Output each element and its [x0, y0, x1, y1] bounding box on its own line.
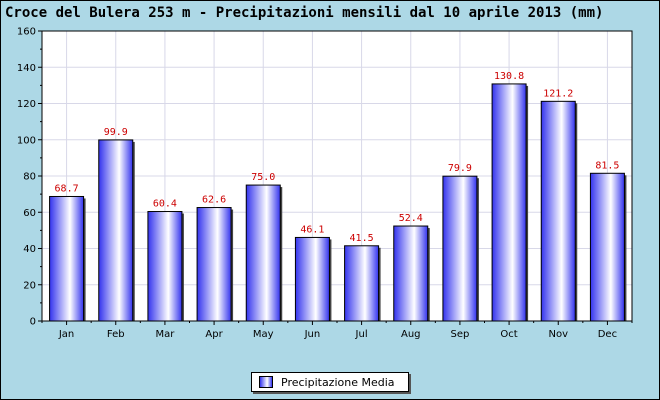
- data-label: 130.8: [494, 71, 524, 82]
- bar: [442, 175, 478, 322]
- data-label: 60.4: [153, 199, 177, 210]
- bar: [245, 184, 281, 322]
- x-tick-label: Oct: [500, 329, 517, 340]
- y-tick-label: 120: [17, 99, 36, 110]
- data-label: 81.5: [595, 160, 619, 171]
- bar: [491, 83, 527, 322]
- legend-swatch: [259, 376, 273, 388]
- data-label: 62.6: [202, 195, 226, 206]
- bar: [49, 195, 85, 322]
- legend-label: Precipitazione Media: [281, 375, 395, 389]
- y-tick-label: 100: [17, 135, 36, 146]
- bar: [393, 225, 429, 322]
- y-tick-label: 60: [23, 208, 36, 219]
- plot-border: [41, 30, 633, 322]
- bar: [344, 245, 380, 322]
- bar: [294, 236, 330, 322]
- x-tick-label: May: [253, 329, 274, 340]
- data-label: 46.1: [300, 224, 324, 235]
- bar: [589, 172, 625, 322]
- y-tick-label: 80: [23, 172, 36, 183]
- x-tick-label: Jul: [355, 329, 368, 340]
- y-tick-label: 160: [17, 27, 36, 38]
- x-tick-label: Aug: [401, 329, 421, 340]
- bar: [147, 211, 183, 322]
- y-tick-label: 140: [17, 63, 36, 74]
- x-tick-label: Mar: [155, 329, 175, 340]
- data-label: 79.9: [448, 163, 472, 174]
- x-tick-label: Jan: [58, 329, 74, 340]
- x-tick-label: Apr: [205, 329, 223, 340]
- bar: [196, 207, 232, 322]
- y-tick-label: 0: [30, 317, 36, 328]
- data-label: 52.4: [399, 213, 423, 224]
- data-label: 121.2: [543, 88, 573, 99]
- x-tick-label: Feb: [107, 329, 125, 340]
- bar: [98, 139, 134, 322]
- data-label: 99.9: [104, 127, 128, 138]
- x-tick-label: Sep: [450, 329, 469, 340]
- x-tick-label: Nov: [548, 329, 568, 340]
- data-label: 68.7: [55, 183, 79, 194]
- x-tick-label: Jun: [304, 329, 321, 340]
- chart-title: Croce del Bulera 253 m - Precipitazioni …: [5, 5, 604, 21]
- y-tick-label: 40: [23, 244, 36, 255]
- data-label: 75.0: [251, 172, 275, 183]
- y-tick-label: 20: [23, 280, 36, 291]
- bar: [540, 100, 576, 322]
- x-tick-label: Dec: [598, 329, 617, 340]
- chart-legend: Precipitazione Media: [251, 372, 409, 392]
- data-label: 41.5: [350, 233, 374, 244]
